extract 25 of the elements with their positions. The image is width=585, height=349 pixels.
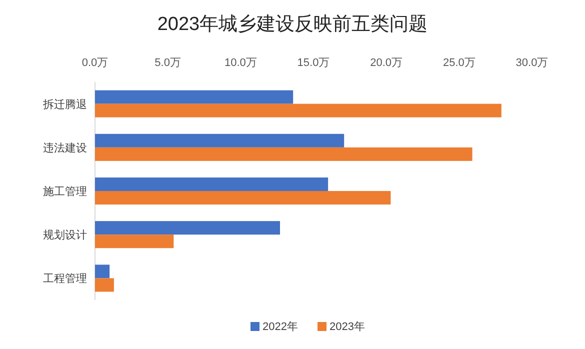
x-tick-label: 30.0万 [516,57,548,69]
x-tick-label: 5.0万 [154,57,181,69]
bar [95,234,174,248]
x-tick-label: 15.0万 [297,57,330,69]
x-tick-label: 10.0万 [224,57,257,69]
chart-title: 2023年城乡建设反映前五类问题 [157,14,428,35]
x-tick-label: 20.0万 [370,57,403,69]
x-tick-label: 25.0万 [442,57,476,69]
y-tick-label: 工程管理 [43,273,87,286]
y-tick-label: 施工管理 [43,185,87,198]
y-tick-label: 拆迁腾退 [42,98,87,111]
legend-label: 2023年 [330,321,365,333]
y-tick-label: 规划设计 [43,228,87,242]
bar [95,147,472,161]
bar [95,221,280,235]
y-tick-label: 违法建设 [43,141,87,154]
bar [95,134,344,148]
bar [95,191,391,205]
x-tick-label: 0.0万 [82,57,108,69]
bar [95,278,114,292]
bar [95,177,328,191]
legend-label: 2022年 [262,321,298,333]
bar [95,104,502,118]
bar [95,90,294,104]
bar [95,264,110,278]
